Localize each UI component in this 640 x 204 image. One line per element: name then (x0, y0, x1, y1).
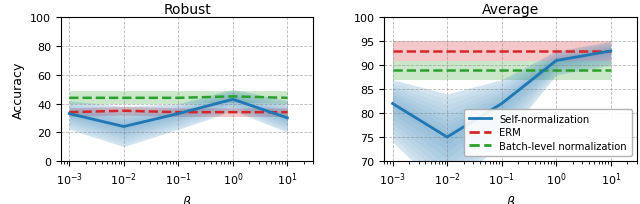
Y-axis label: Accuracy: Accuracy (12, 61, 24, 118)
X-axis label: $\beta$: $\beta$ (182, 193, 192, 204)
Title: Robust: Robust (163, 3, 211, 17)
Legend: Self-normalization, ERM, Batch-level normalization: Self-normalization, ERM, Batch-level nor… (464, 109, 632, 156)
Title: Average: Average (482, 3, 539, 17)
X-axis label: $\beta$: $\beta$ (506, 193, 515, 204)
